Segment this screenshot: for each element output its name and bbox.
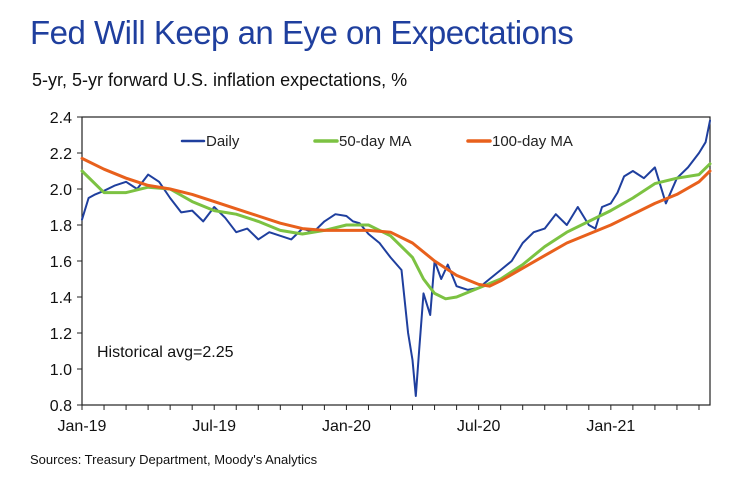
y-tick-label: 1.0 bbox=[50, 362, 72, 379]
x-tick-label: Jan-20 bbox=[322, 418, 371, 435]
series-lines bbox=[80, 119, 712, 397]
legend-label: 50-day MA bbox=[339, 133, 412, 150]
source-note: Sources: Treasury Department, Moody's An… bbox=[30, 452, 318, 467]
legend-label: 100-day MA bbox=[492, 133, 573, 150]
y-tick-label: 2.0 bbox=[50, 182, 72, 199]
x-tick-label: Jul-20 bbox=[457, 418, 501, 435]
y-tick-label: 1.2 bbox=[50, 326, 72, 343]
plot-area-frame bbox=[81, 116, 711, 406]
chart-title: Fed Will Keep an Eye on Expectations bbox=[30, 14, 574, 51]
series-line-100-day-ma bbox=[80, 156, 712, 288]
historical-average-annotation: Historical avg=2.25 bbox=[97, 344, 234, 361]
x-tick-label: Jan-19 bbox=[58, 418, 107, 435]
y-tick-label: 1.6 bbox=[50, 254, 72, 271]
series-line-50-day-ma bbox=[80, 162, 712, 301]
y-tick-label: 2.4 bbox=[50, 110, 72, 127]
y-tick-label: 1.8 bbox=[50, 218, 72, 235]
x-tick-label: Jan-21 bbox=[586, 418, 635, 435]
legend: Daily 50-day MA 100-day MA bbox=[180, 133, 573, 150]
chart-subtitle: 5-yr, 5-yr forward U.S. inflation expect… bbox=[32, 70, 408, 90]
y-axis: 0.8 1.0 1.2 1.4 1.6 1.8 2.0 2.2 2.4 bbox=[50, 110, 82, 415]
series-line-daily bbox=[81, 119, 711, 397]
x-axis: Jan-19 Jul-19 Jan-20 Jul-20 Jan-21 bbox=[58, 405, 700, 435]
x-tick-label: Jul-19 bbox=[192, 418, 236, 435]
legend-label: Daily bbox=[206, 133, 240, 150]
y-tick-label: 1.4 bbox=[50, 290, 72, 307]
y-tick-label: 0.8 bbox=[50, 398, 72, 415]
y-tick-label: 2.2 bbox=[50, 146, 72, 163]
